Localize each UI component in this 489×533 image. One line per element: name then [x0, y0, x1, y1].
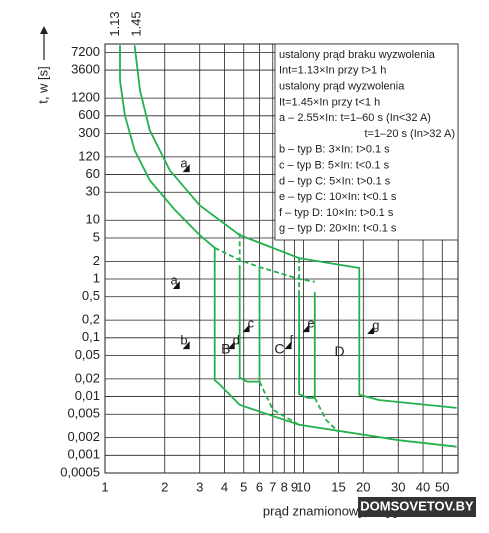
note-line: a – 2.55×In: t=1–60 s (In<32 A) — [279, 112, 431, 124]
note-line: It=1.45×In przy t<1 h — [279, 96, 380, 108]
note-line: c – typ B: 5×In: t<0.1 s — [279, 160, 390, 172]
y-tick-label: 0,005 — [67, 406, 100, 421]
x-tick-label: 1 — [101, 479, 108, 494]
note-line: g – typ D: 20×In: t<0.1 s — [279, 223, 397, 235]
annotation-marker — [182, 341, 190, 350]
note-line: f – typ D: 10×In: t>0.1 s — [279, 207, 394, 219]
annotation-marker — [172, 281, 180, 290]
annotation: d — [233, 333, 240, 348]
x-tick-label: 3 — [196, 479, 203, 494]
x-tick-label: 50 — [435, 479, 449, 494]
x-tick-label: 9 — [291, 479, 298, 494]
y-tick-label: 10 — [86, 212, 100, 227]
annotation-marker — [242, 324, 250, 333]
annotation: a — [171, 272, 179, 287]
annotation-marker — [284, 341, 292, 350]
y-tick-label: 60 — [86, 166, 100, 181]
note-line: t=1–20 s (In>32 A) — [364, 128, 455, 140]
x-tick-label: 6 — [256, 479, 263, 494]
x-tick-label: 4 — [221, 479, 228, 494]
y-tick-label: 0,002 — [67, 429, 100, 444]
annotation: e — [307, 316, 314, 331]
x-tick-label: 20 — [356, 479, 370, 494]
x-tick-label: 40 — [416, 479, 430, 494]
x-tick-label: 10 — [296, 479, 310, 494]
annotation-marker — [227, 341, 235, 350]
y-tick-label: 0,01 — [75, 388, 100, 403]
annotation: f — [290, 333, 294, 348]
y-axis-label: t, w [s] — [35, 66, 50, 104]
axis-arrow-head — [40, 26, 48, 34]
y-tick-label: 1200 — [71, 90, 100, 105]
y-tick-label: 3600 — [71, 62, 100, 77]
annotation-marker — [302, 324, 310, 333]
annotation: b — [180, 333, 187, 348]
y-tick-label: 5 — [93, 229, 100, 244]
curve — [238, 267, 261, 383]
y-tick-label: 7200 — [71, 44, 100, 59]
y-tick-label: 0,1 — [82, 329, 100, 344]
x-tick-label: 7 — [269, 479, 276, 494]
x-tick-label: 30 — [391, 479, 405, 494]
y-tick-label: 0,5 — [82, 288, 100, 303]
note-line: Int=1.13×In przy t>1 h — [279, 65, 386, 77]
annotation: C — [274, 341, 284, 357]
watermark-bg — [358, 497, 476, 517]
curve — [298, 292, 316, 399]
note-line: b – typ B: 3×In: t>0.1 s — [279, 144, 390, 156]
y-tick-label: 600 — [78, 107, 100, 122]
annotation: D — [335, 343, 345, 359]
note-line: e – typ C: 10×In: t<0.1 s — [279, 191, 397, 203]
note-line: ustalony prąd wyzwolenia — [279, 81, 405, 93]
note-line: ustalony prąd braku wyzwolenia — [279, 49, 436, 61]
annotation: a — [180, 156, 188, 171]
curve — [313, 397, 340, 433]
y-tick-label: 0,001 — [67, 447, 100, 462]
watermark: DOMSOVETOV.BY — [360, 498, 474, 513]
x-tick-label: 2 — [161, 479, 168, 494]
notes-box — [274, 43, 459, 241]
curve — [258, 381, 300, 426]
top-label: 1.45 — [128, 11, 143, 36]
y-tick-label: 120 — [78, 148, 100, 163]
note-line: d – typ C: 5×In: t>0.1 s — [279, 175, 391, 187]
y-tick-label: 0,2 — [82, 312, 100, 327]
top-label: 1.13 — [107, 11, 122, 36]
x-tick-label: 8 — [281, 479, 288, 494]
y-tick-label: 300 — [78, 125, 100, 140]
x-tick-label: 15 — [331, 479, 345, 494]
y-tick-label: 0,02 — [75, 370, 100, 385]
y-tick-label: 2 — [93, 253, 100, 268]
annotation: g — [372, 317, 379, 332]
x-tick-label: 5 — [240, 479, 247, 494]
curve — [119, 45, 457, 448]
annotation-marker — [182, 164, 190, 173]
y-tick-label: 0,0005 — [60, 464, 100, 479]
annotation: c — [248, 316, 255, 331]
y-tick-label: 0,05 — [75, 347, 100, 362]
annotation: B — [221, 341, 230, 357]
annotation-marker — [367, 325, 375, 334]
y-tick-label: 1 — [93, 270, 100, 285]
y-tick-label: 30 — [86, 184, 100, 199]
